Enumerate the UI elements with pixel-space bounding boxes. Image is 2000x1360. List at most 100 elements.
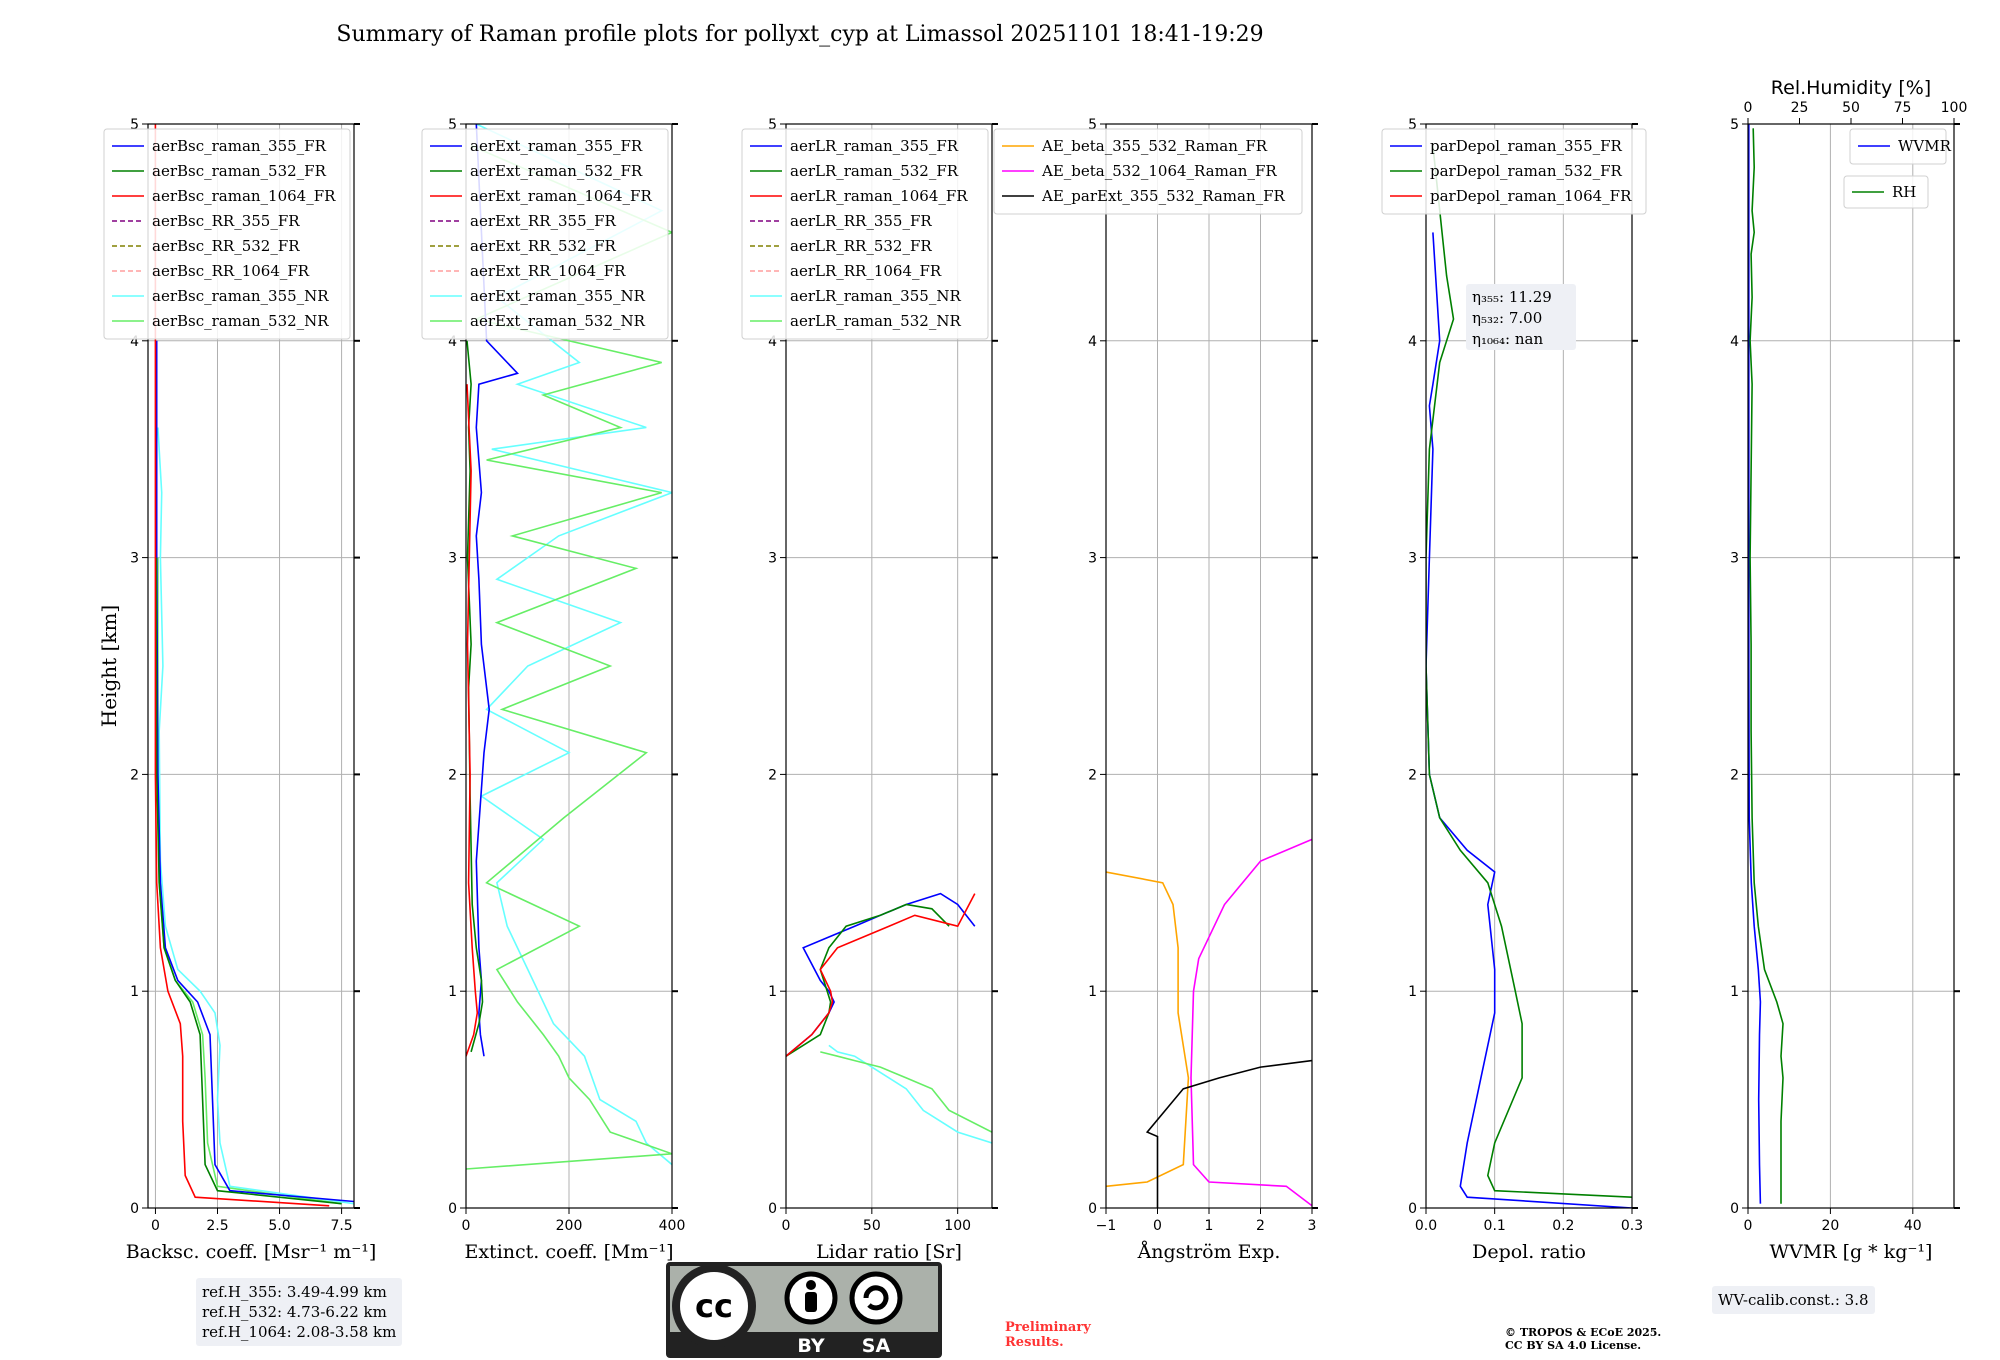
x-tick-label: 20 [1821, 1218, 1839, 1234]
eta-box [1466, 284, 1576, 350]
y-tick-label: 4 [1408, 334, 1417, 350]
axes-frame [1425, 123, 1633, 1209]
series-group [1106, 838, 1312, 1208]
axes-frame [785, 123, 993, 1209]
axes-frame [147, 123, 355, 1209]
series-WVMR [1748, 124, 1762, 1204]
x-tick-label: 100 [944, 1218, 971, 1234]
legend-label: AE_beta_532_1064_Raman_FR [1041, 162, 1277, 180]
legend-label: WVMR [1898, 137, 1952, 155]
series-AE_beta_532_1064_Raman_FR [1190, 838, 1312, 1207]
x-axis-label: Backsc. coeff. [Msr⁻¹ m⁻¹] [126, 1241, 377, 1263]
y-tick-label: 0 [768, 1201, 777, 1217]
series-AE_parExt_355_532_Raman_FR [1145, 1059, 1312, 1208]
ref-heights-box: ref.H_355: 3.49-4.99 km ref.H_532: 4.73-… [196, 1278, 403, 1346]
series-aerBsc_raman_355_FR [155, 340, 354, 1203]
y-tick-label: 3 [130, 551, 139, 567]
series-aerLR_raman_532_NR [820, 1051, 992, 1133]
legend-box [741, 128, 989, 340]
y-axis-label: Height [km] [97, 605, 121, 727]
legend-label: aerLR_raman_355_NR [790, 287, 961, 305]
legend-box [1381, 128, 1647, 215]
x-tick-label: 3 [1308, 1218, 1317, 1234]
series-group [786, 892, 992, 1144]
x-tick-label: 2 [1256, 1218, 1265, 1234]
x-axis-label: WVMR [g * kg⁻¹] [1770, 1241, 1933, 1263]
by-label: BY [797, 1335, 824, 1357]
series-group [154, 124, 354, 1207]
series-aerLR_raman_1064_FR [786, 893, 976, 1057]
y-tick-label: 4 [130, 334, 139, 350]
legend-label: aerExt_raman_355_NR [470, 287, 646, 305]
series-aerBsc_raman_532_NR [157, 557, 342, 1205]
x-tick-label: 7.5 [330, 1218, 352, 1234]
series-aerBsc_raman_532_FR [155, 557, 342, 1205]
x-tick-label: 0 [1153, 1218, 1162, 1234]
top-x-tick-label: 0 [1744, 100, 1753, 116]
y-tick-label: 2 [1730, 767, 1739, 783]
series-aerExt_raman_1064_FR [466, 384, 479, 1057]
y-tick-label: 3 [768, 551, 777, 567]
series-aerLR_raman_532_FR [786, 903, 950, 1057]
y-tick-label: 3 [448, 551, 457, 567]
series-group [1748, 124, 1784, 1204]
x-tick-label: 0 [151, 1218, 160, 1234]
y-tick-label: 5 [1408, 117, 1417, 133]
y-tick-label: 5 [130, 117, 139, 133]
legend: aerExt_raman_355_FR aerExt_raman_532_FRae… [421, 128, 669, 340]
legend-label: aerBsc_RR_1064_FR [152, 262, 310, 280]
y-tick-label: 3 [1730, 551, 1739, 567]
y-tick-label: 1 [1408, 984, 1417, 1000]
x-tick-label: 50 [863, 1218, 881, 1234]
y-tick-label: 4 [1730, 334, 1739, 350]
y-tick-label: 0 [1730, 1201, 1739, 1217]
legend: WVMR RH [1843, 128, 1952, 209]
series-aerExt_raman_532_NR [466, 144, 672, 1170]
legend-label: aerBsc_raman_532_FR [152, 162, 327, 180]
y-tick-label: 2 [1088, 767, 1097, 783]
cc-license-badge: cc BY SA [666, 1262, 942, 1358]
legend-box [421, 128, 669, 340]
series-aerLR_raman_355_NR [828, 1044, 992, 1144]
legend-label: aerLR_raman_355_FR [790, 137, 959, 155]
cc-icon-text: cc [695, 1287, 733, 1325]
y-tick-label: 1 [130, 984, 139, 1000]
legend-label: aerLR_raman_1064_FR [790, 187, 968, 205]
x-tick-label: 200 [556, 1218, 583, 1234]
legend-label: aerBsc_RR_532_FR [152, 237, 300, 255]
x-axis-label: Ångström Exp. [1137, 1241, 1281, 1263]
y-tick-label: 1 [448, 984, 457, 1000]
legend-label: aerExt_raman_355_FR [470, 137, 643, 155]
legend-box [993, 128, 1303, 215]
x-tick-label: 0 [1744, 1218, 1753, 1234]
legend-box [103, 128, 351, 340]
series-parDepol_raman_355_FR [1426, 232, 1632, 1208]
ref-height-355: ref.H_355: 3.49-4.99 km [202, 1283, 387, 1301]
legend: aerLR_raman_355_FR aerLR_raman_532_FR aerL… [741, 128, 989, 340]
legend: AE_beta_355_532_Raman_FR AE_beta_532_1064… [993, 128, 1303, 215]
x-tick-label: 0.0 [1415, 1218, 1437, 1234]
legend-label: aerExt_raman_1064_FR [470, 187, 652, 205]
series-aerBsc_raman_1064_FR [154, 124, 330, 1207]
wv-calib-const: WV-calib.const.: 3.8 [1718, 1291, 1869, 1309]
copyright-line-2: CC BY SA 4.0 License. [1505, 1339, 1642, 1352]
legend-label: aerExt_RR_1064_FR [470, 262, 626, 280]
legend-label: AE_parExt_355_532_Raman_FR [1041, 187, 1286, 205]
eta-label: η₃₅₅: 11.29 [1472, 288, 1552, 306]
legend-label: aerBsc_raman_355_NR [152, 287, 329, 305]
series-aerExt_raman_355_NR [475, 124, 672, 1166]
y-tick-label: 2 [768, 767, 777, 783]
y-tick-label: 4 [1088, 334, 1097, 350]
y-tick-label: 4 [448, 334, 457, 350]
y-tick-label: 0 [448, 1201, 457, 1217]
x-tick-label: 0 [462, 1218, 471, 1234]
top-x-tick-label: 25 [1791, 100, 1809, 116]
y-tick-label: 5 [1088, 117, 1097, 133]
x-tick-label: 1 [1205, 1218, 1214, 1234]
y-tick-label: 2 [130, 767, 139, 783]
legend: aerBsc_raman_355_FR aerBsc_raman_532_FRae… [103, 128, 351, 340]
